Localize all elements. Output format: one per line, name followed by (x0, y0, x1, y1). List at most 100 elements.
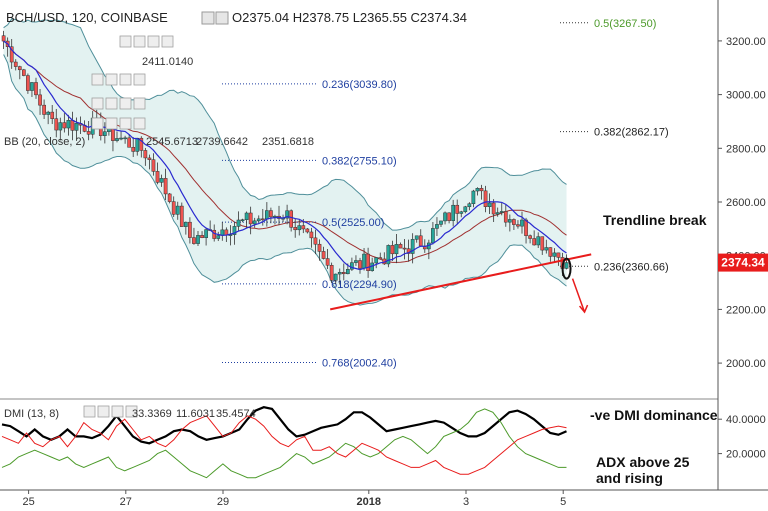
legend-control-icon[interactable] (105, 97, 118, 110)
candle (516, 220, 520, 229)
settings-icon[interactable] (201, 11, 215, 25)
legend-control-icon[interactable] (133, 35, 146, 48)
legend-control-icon[interactable] (105, 117, 118, 130)
price-tick-label: 3000.00 (726, 90, 766, 102)
legend-control-icon[interactable] (91, 73, 104, 86)
price-tick-label: 2200.00 (726, 304, 766, 316)
candle (192, 227, 196, 245)
dmi-value-adx: 33.3369 (132, 408, 172, 420)
candle (402, 239, 407, 260)
fib-level-label: 0.236(3039.80) (322, 79, 397, 91)
candle (540, 236, 545, 255)
candle (244, 211, 249, 228)
candle (443, 211, 447, 225)
price-tick-label: 3200.00 (726, 36, 766, 48)
candle (329, 262, 334, 283)
candle (483, 185, 488, 213)
legend-control-icon[interactable] (91, 117, 104, 130)
legend-control-icon[interactable] (119, 73, 132, 86)
candle (508, 214, 512, 232)
candle (467, 202, 472, 211)
candle (248, 206, 253, 235)
bb-value-lower: 2351.6818 (262, 136, 314, 148)
candle (139, 136, 144, 158)
ma-value: 2411.0140 (142, 56, 193, 68)
candle (58, 117, 63, 141)
candle (297, 219, 302, 236)
candle (167, 193, 172, 204)
time-axis[interactable]: 25 27 29 2018 3 5 (22, 490, 566, 508)
price-pane[interactable]: 0.236(3039.80) 0.382(2755.10) 0.5(2525.00)… (1, 18, 669, 370)
time-tick-label: 29 (217, 496, 229, 508)
candle (455, 199, 460, 224)
candle (1, 30, 6, 50)
dmi-series-plusminus-di (1, 408, 567, 479)
annotation-adx-line2: and rising (596, 470, 663, 486)
fib-level-label: 0.618(2294.90) (322, 279, 397, 291)
candle (46, 110, 50, 125)
legend-control-icon[interactable] (147, 35, 160, 48)
last-price-value: 2374.34 (721, 256, 765, 270)
candle (196, 230, 200, 247)
candle (536, 232, 541, 249)
candle (305, 228, 310, 234)
legend-control-icon[interactable] (83, 405, 96, 418)
legend-control-icon[interactable] (119, 97, 132, 110)
time-tick-label: 27 (120, 496, 132, 508)
dmi-pane[interactable] (1, 406, 567, 479)
legend-control-icon[interactable] (119, 117, 132, 130)
legend-control-icon[interactable] (161, 35, 174, 48)
candle (317, 239, 322, 261)
candle (236, 211, 241, 231)
candle (143, 147, 148, 166)
candle (378, 252, 383, 260)
legend-control-icon[interactable] (133, 73, 146, 86)
trendline[interactable] (329, 253, 592, 311)
legend-control-icon[interactable] (97, 405, 110, 418)
legend-control-icon[interactable] (111, 405, 124, 418)
candle (269, 207, 273, 224)
candle (119, 130, 123, 141)
candle (313, 229, 318, 255)
candle (406, 239, 411, 262)
fib-level-label: 0.5(2525.00) (322, 217, 384, 229)
legend-control-icon[interactable] (133, 97, 146, 110)
candle (38, 89, 42, 115)
candle (184, 221, 188, 235)
candle (532, 230, 536, 246)
candle (556, 252, 561, 266)
candle (74, 117, 79, 142)
legend-control-icon[interactable] (91, 97, 104, 110)
visibility-icon[interactable] (215, 11, 229, 25)
candle (390, 240, 395, 261)
candle (451, 199, 455, 227)
legend-control-icon[interactable] (105, 73, 118, 86)
header-toolbar[interactable] (201, 11, 229, 25)
candle (512, 218, 516, 230)
candle (285, 204, 289, 225)
candle (204, 228, 208, 246)
candle (435, 217, 439, 236)
candle (179, 202, 184, 227)
candle (495, 207, 500, 217)
bollinger-band-fill (3, 18, 567, 306)
candle (544, 239, 549, 254)
candle (260, 208, 265, 226)
legend-control-icon[interactable] (125, 405, 138, 418)
indicator-legend[interactable]: 2411.0140 BB (20, close, 2) 2545.6713 27… (4, 35, 314, 420)
price-tick-label: 2800.00 (726, 143, 766, 155)
candle (216, 231, 221, 242)
candle (17, 65, 22, 80)
legend-control-icon[interactable] (133, 117, 146, 130)
candle (439, 220, 443, 228)
legend-control-icons[interactable] (83, 35, 174, 418)
legend-control-icon[interactable] (119, 35, 132, 48)
candle (131, 136, 136, 157)
annotation-trendline-break: Trendline break (603, 212, 707, 228)
bb-label: BB (20, close, 2) (4, 136, 85, 148)
candle (34, 77, 38, 99)
bb-value-mid: 2545.6713 (146, 136, 198, 148)
candle (147, 154, 152, 170)
candle (374, 257, 379, 269)
candle (548, 247, 553, 262)
